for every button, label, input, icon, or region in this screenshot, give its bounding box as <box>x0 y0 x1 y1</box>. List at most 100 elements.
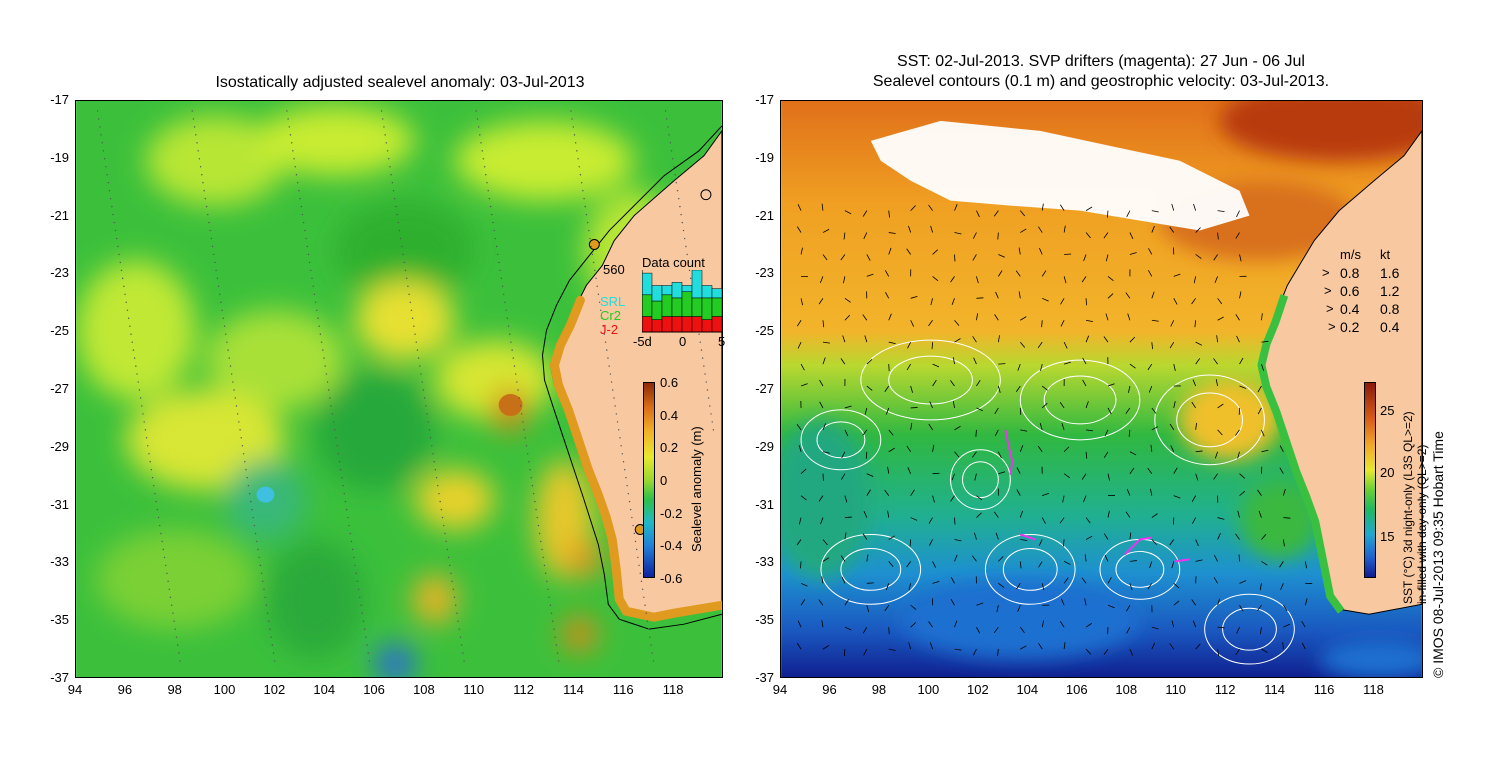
velocity-arrow <box>998 270 1003 277</box>
sea-level-contour <box>820 533 922 605</box>
x-axis-tick-label: 108 <box>1115 682 1138 697</box>
velocity-arrow <box>1129 583 1133 591</box>
track-dot <box>635 548 638 551</box>
velocity-arrow <box>1217 316 1224 321</box>
data-count-bar-srl <box>651 285 663 302</box>
velocity-arrow <box>1126 210 1131 218</box>
track-dot <box>608 365 610 367</box>
velocity-arrow <box>843 649 846 657</box>
track-dot <box>409 301 411 303</box>
velocity-arrow <box>976 407 983 412</box>
sea-level-contour <box>816 421 866 459</box>
data-count-bar-j2 <box>651 319 663 333</box>
track-dot <box>271 644 274 646</box>
track-dot <box>423 397 426 399</box>
data-count-bar-cr2 <box>691 297 703 317</box>
velocity-arrow <box>928 423 933 431</box>
track-dot <box>156 508 159 511</box>
track-dot <box>111 205 113 208</box>
track-dot <box>201 174 203 176</box>
velocity-arrow <box>822 341 830 344</box>
velocity-arrow <box>822 557 830 562</box>
velocity-arrow <box>993 626 999 634</box>
velocity-arrow <box>1041 270 1047 277</box>
sea-level-contour <box>1204 593 1295 665</box>
x-axis-tick-label: 94 <box>67 682 83 697</box>
track-dot <box>629 508 632 511</box>
velocity-legend-arrow: > <box>1324 283 1332 298</box>
track-dot <box>638 564 640 567</box>
velocity-arrow <box>1151 642 1156 650</box>
track-dot <box>525 445 528 447</box>
velocity-arrow <box>1239 473 1245 479</box>
track-dot <box>293 158 295 160</box>
track-dot <box>258 556 260 559</box>
velocity-arrow <box>1016 489 1021 496</box>
velocity-arrow <box>1149 561 1153 569</box>
track-dot <box>556 652 559 654</box>
velocity-arrow <box>1261 533 1267 540</box>
sea-level-contour <box>1115 550 1165 588</box>
velocity-arrow <box>1039 423 1043 430</box>
track-dot <box>476 118 479 120</box>
track-dot <box>326 381 329 383</box>
velocity-arrow <box>1085 335 1090 343</box>
velocity-arrow <box>884 489 890 496</box>
data-count-bar-srl <box>661 285 673 296</box>
velocity-arrow <box>973 357 977 365</box>
track-dot <box>137 381 139 383</box>
velocity-arrow <box>1257 385 1262 393</box>
track-dot <box>415 341 417 343</box>
track-dot <box>516 381 518 383</box>
velocity-arrow <box>950 380 955 387</box>
track-dot <box>320 341 323 343</box>
track-dot <box>119 261 121 264</box>
velocity-arrow <box>996 605 999 613</box>
sea-level-contour <box>950 449 1011 511</box>
velocity-arrow <box>1020 429 1028 432</box>
track-dot <box>555 644 558 646</box>
velocity-arrow <box>1150 444 1153 452</box>
velocity-arrow <box>932 363 940 368</box>
velocity-arrow <box>931 342 933 350</box>
data-count-bar-j2 <box>681 316 693 333</box>
track-dot <box>579 174 582 176</box>
velocity-arrow <box>998 583 1005 588</box>
track-dot <box>501 285 504 288</box>
track-dot <box>301 213 304 216</box>
track-dot <box>577 158 579 160</box>
velocity-arrow <box>1103 232 1109 239</box>
track-dot <box>139 397 142 399</box>
track-dot <box>176 644 179 646</box>
track-dot <box>634 540 637 543</box>
track-dot <box>101 142 104 144</box>
track-dot <box>446 548 449 551</box>
velocity-arrow <box>1081 276 1087 283</box>
velocity-arrow <box>974 532 977 540</box>
x-axis-tick-label: 116 <box>612 682 634 697</box>
velocity-arrow <box>1126 605 1131 612</box>
track-dot <box>223 325 226 327</box>
velocity-arrow <box>888 429 894 436</box>
track-dot <box>704 373 706 375</box>
track-dot <box>456 612 458 614</box>
velocity-arrow <box>1148 385 1153 393</box>
track-dot <box>106 174 108 176</box>
track-dot <box>499 269 501 272</box>
velocity-arrow <box>822 645 830 650</box>
track-dot <box>355 572 357 575</box>
track-dot <box>538 532 541 535</box>
track-dot <box>618 429 620 431</box>
velocity-arrow <box>908 225 912 233</box>
velocity-arrow <box>866 359 873 365</box>
velocity-legend-ms: 0.2 <box>1340 319 1360 335</box>
sea-level-colorbar <box>643 382 655 578</box>
track-dot <box>351 548 354 551</box>
track-dot <box>232 381 234 383</box>
velocity-arrow <box>1151 319 1159 322</box>
data-count-x-tick: 0 <box>679 334 687 349</box>
velocity-arrow <box>1148 248 1153 255</box>
velocity-arrow <box>932 580 940 584</box>
velocity-arrow <box>866 273 874 277</box>
track-dot <box>142 413 144 415</box>
